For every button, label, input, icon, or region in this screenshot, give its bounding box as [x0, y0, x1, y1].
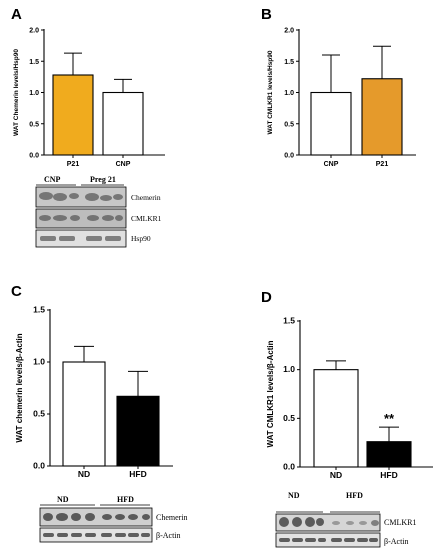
chart-a-bar-p21 [52, 74, 94, 156]
blot-c-lane-label-1: ND [57, 495, 69, 504]
blot-a-lane-label-1: CNP [44, 175, 61, 184]
panel-letter-a: A [11, 6, 22, 23]
chart-b-x-tick-label: P21 [376, 161, 389, 168]
chart-c-x-tick-label: ND [78, 469, 90, 479]
blot-a: CNP Preg 21 Chemerin CMLKR1 Hsp [35, 175, 162, 248]
chart-a-x-tick-label: CNP [116, 161, 131, 168]
chart-b-y-tick-label: 1.0 [284, 90, 294, 97]
blot-a-label-hsp90: Hsp90 [131, 234, 151, 243]
chart-a-y-label: WAT Chemerin levels/Hsp90 [13, 49, 20, 136]
chart-d-y-label: WAT CMLKR1 levels/β-Actin [266, 340, 275, 447]
chart-a-y-tick-label: 1.5 [29, 59, 39, 66]
blot-a-label-cmlkr1: CMLKR1 [131, 214, 162, 223]
chart-b-y-tick-label: 0.5 [284, 121, 294, 128]
chart-a: 0.0 0.5 1.0 1.5 2.0 WAT Chemerin levels/Hsp90… [13, 28, 165, 168]
chart-c-y-tick-label: 0.0 [33, 461, 45, 471]
blot-d-label-cmlkr1: CMLKR1 [384, 518, 416, 527]
chart-a-bar-cnp [102, 91, 144, 156]
blot-c: ND HFD Chemerin β-Actin [39, 495, 188, 543]
chart-b-y-tick-label: 1.5 [284, 59, 294, 66]
blot-a-band-cmlkr1 [35, 208, 127, 229]
chart-c-bar-hfd [116, 395, 160, 467]
chart-c: 0.0 0.5 1.0 1.5 WAT chemerin levels/β-Actin N… [15, 305, 173, 479]
chart-a-x-tick-label: P21 [67, 161, 80, 168]
chart-c-y-tick-label: 0.5 [33, 409, 45, 419]
panel-letter-d: D [261, 289, 272, 306]
chart-c-bar-nd [62, 361, 106, 467]
blot-d-band-actin [275, 532, 381, 548]
blot-c-band-chemerin [39, 507, 153, 527]
blot-d-smudges [279, 517, 379, 542]
panel-letter-c: C [11, 283, 22, 300]
blot-d-lane-label-1: ND [288, 491, 300, 500]
chart-d-x-tick-label: ND [330, 470, 342, 480]
chart-c-y-tick-label: 1.0 [33, 357, 45, 367]
chart-b: 0.0 0.5 1.0 1.5 2.0 WAT CMLKR1 levels/Hsp90 CN… [267, 28, 416, 168]
chart-a-y-tick-label: 0.0 [29, 153, 39, 160]
chart-d-y-tick-label: 1.5 [283, 316, 295, 326]
blot-c-label-chemerin: Chemerin [156, 513, 188, 522]
chart-c-x-tick-label: HFD [129, 469, 146, 479]
chart-b-bar-cnp [310, 91, 352, 156]
chart-c-y-tick-label: 1.5 [33, 305, 45, 315]
chart-d-bar-hfd [366, 441, 412, 468]
panel-letter-b: B [261, 6, 272, 23]
blot-a-band-hsp90 [35, 229, 127, 248]
chart-a-y-tick-label: 0.5 [29, 121, 39, 128]
chart-a-y-tick-label: 1.0 [29, 90, 39, 97]
chart-a-y-tick-label: 2.0 [29, 28, 39, 35]
blot-d: ND HFD CMLKR1 β-Actin [275, 491, 416, 548]
blot-a-label-chemerin: Chemerin [131, 193, 161, 202]
chart-d: 0.0 0.5 1.0 1.5 WAT CMLKR1 levels/β-Actin ND H… [266, 316, 433, 480]
blot-d-band-cmlkr1 [275, 513, 381, 532]
chart-b-y-tick-label: 0.0 [284, 153, 294, 160]
blot-a-smudges [39, 192, 123, 241]
chart-b-x-tick-label: CNP [324, 161, 339, 168]
chart-b-y-tick-label: 2.0 [284, 28, 294, 35]
blot-a-lane-label-2: Preg 21 [90, 175, 116, 184]
chart-d-y-tick-label: 1.0 [283, 364, 295, 374]
blot-c-label-actin: β-Actin [156, 531, 181, 540]
blot-c-smudges [43, 513, 150, 537]
chart-c-y-label: WAT chemerin levels/β-Actin [15, 333, 24, 442]
chart-d-y-tick-label: 0.0 [283, 462, 295, 472]
chart-d-bar-nd [313, 369, 359, 468]
blot-c-lane-label-2: HFD [117, 495, 134, 504]
blot-d-lane-label-2: HFD [346, 491, 363, 500]
chart-b-y-label: WAT CMLKR1 levels/Hsp90 [267, 50, 274, 134]
blot-a-band-chemerin [35, 186, 127, 208]
chart-d-y-tick-label: 0.5 [283, 413, 295, 423]
chart-d-significance-label: ** [384, 411, 395, 426]
blot-d-label-actin: β-Actin [384, 537, 409, 546]
chart-b-bar-p21 [361, 78, 403, 156]
chart-d-x-tick-label: HFD [380, 470, 397, 480]
